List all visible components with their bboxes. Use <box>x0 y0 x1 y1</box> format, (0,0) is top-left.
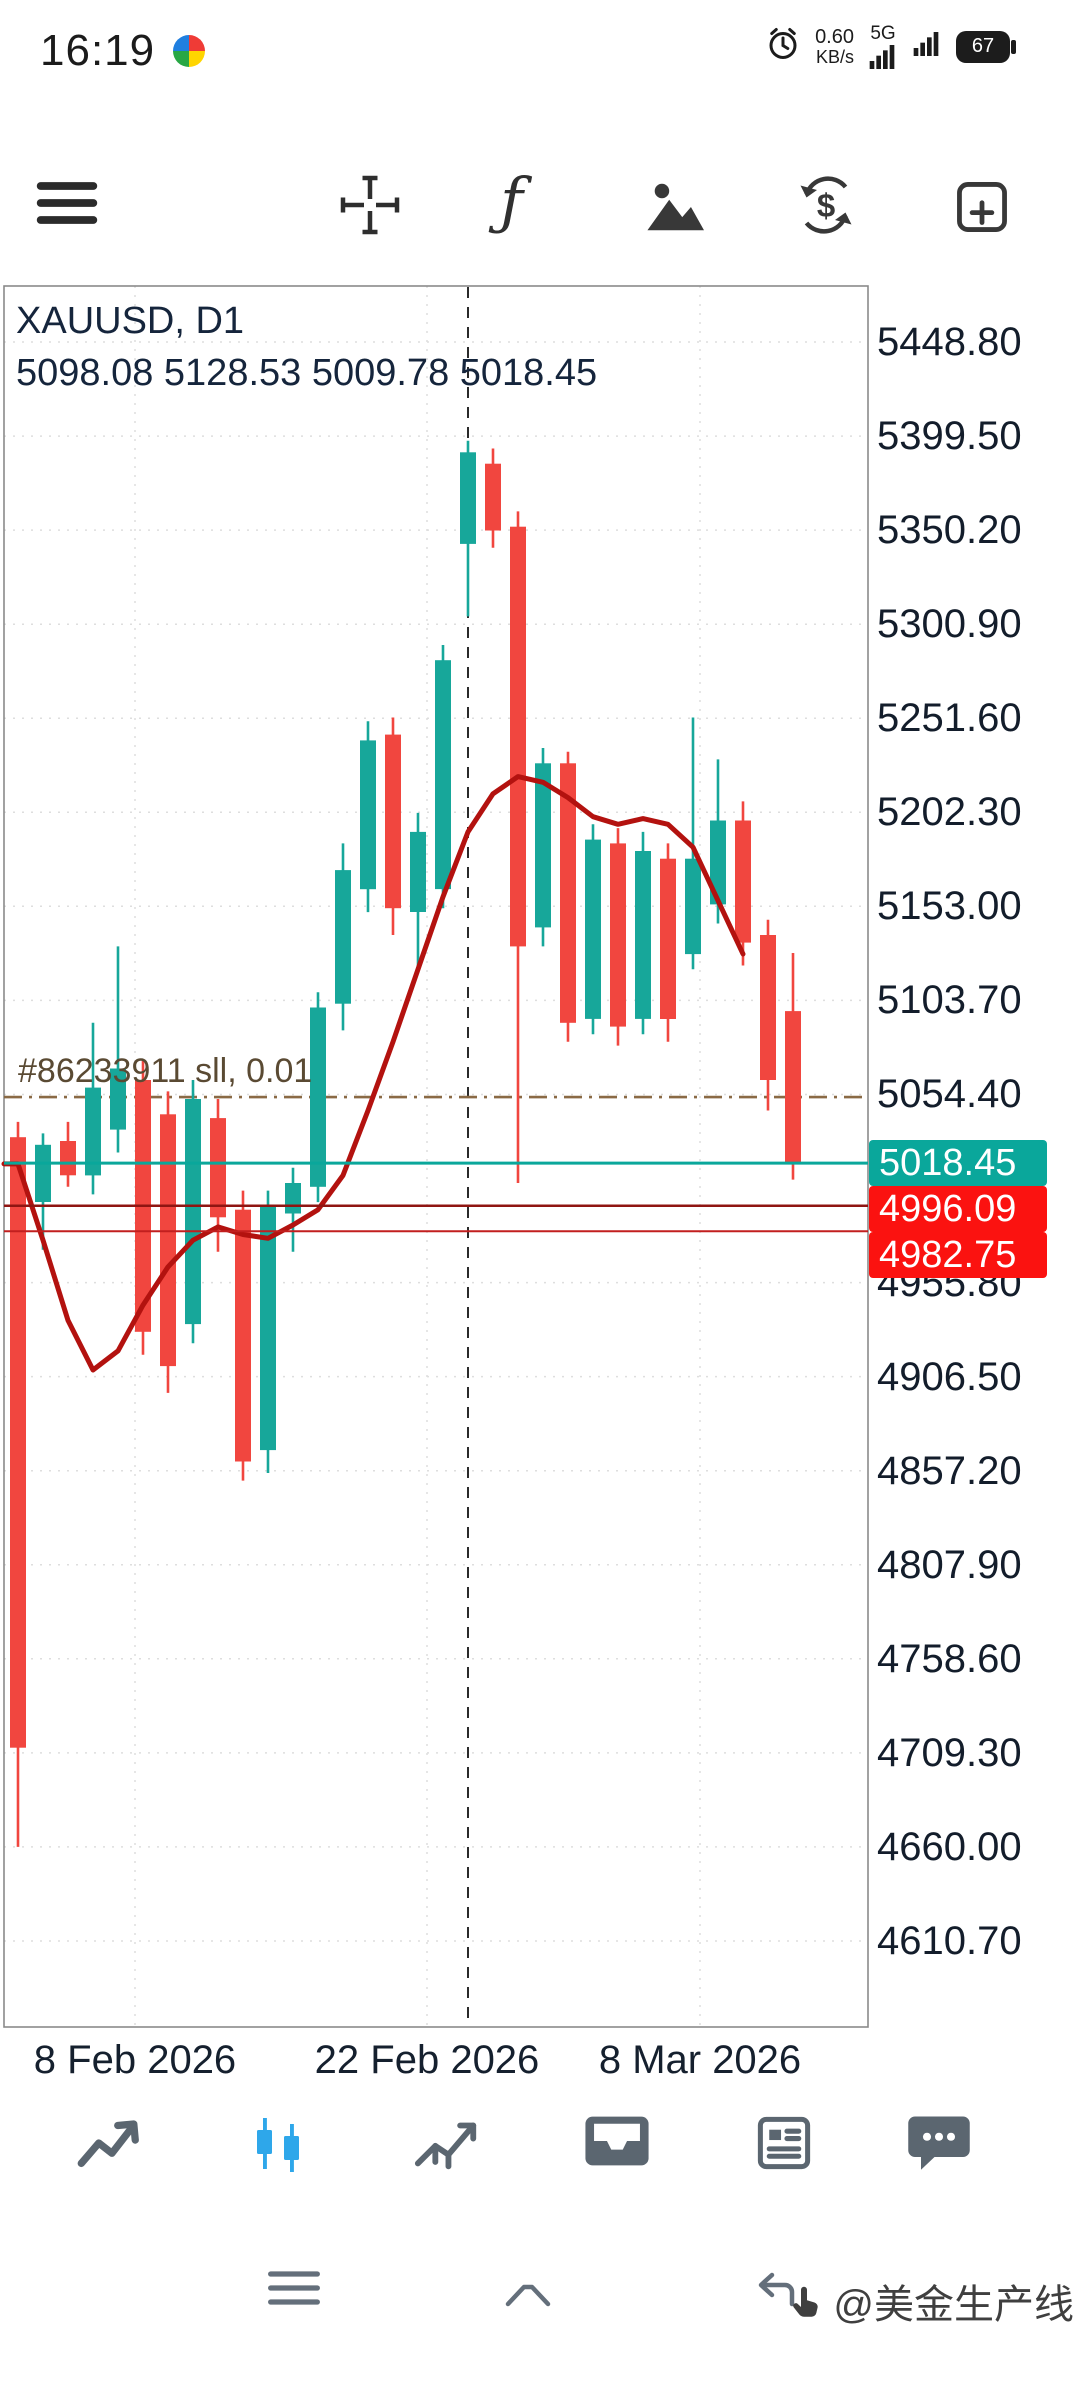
inbox-button[interactable] <box>584 2112 650 2175</box>
home-icon <box>505 2284 551 2307</box>
chat-button[interactable] <box>906 2112 972 2177</box>
chat-bubble-icon <box>908 2116 970 2170</box>
chart-type-candles-button[interactable] <box>245 2112 311 2183</box>
price-badge: 4996.09 <box>869 1186 1047 1232</box>
currency-exchange-button[interactable]: $ <box>793 172 859 243</box>
price-axis-label: 4906.50 <box>877 1355 1022 1399</box>
nav-recents-button[interactable] <box>266 2262 322 2319</box>
back-icon <box>758 2272 795 2307</box>
crosshair-button[interactable] <box>337 172 403 243</box>
recents-icon <box>268 2271 320 2305</box>
time-axis-label: 8 Mar 2026 <box>598 2038 802 2082</box>
news-button[interactable] <box>753 2112 815 2179</box>
price-axis-label: 5153.00 <box>877 884 1022 928</box>
watermark-text: @美金生产线 <box>833 2283 1074 2327</box>
svg-text:$: $ <box>817 187 835 224</box>
menu-button[interactable] <box>36 178 98 233</box>
price-axis-label: 5202.30 <box>877 790 1022 834</box>
image-objects-icon <box>647 183 704 231</box>
hand-icon <box>793 2286 819 2317</box>
battery-indicator: 67 <box>956 30 1016 63</box>
price-axis-label: 5103.70 <box>877 978 1022 1022</box>
status-bar-right: 0.60 KB/s 5G 67 <box>765 24 1016 69</box>
signal-bars-icon-2 <box>912 32 942 61</box>
price-axis-label: 4709.30 <box>877 1731 1022 1775</box>
price-axis-label: 5251.60 <box>877 696 1022 740</box>
line-chart-icon <box>414 2122 477 2170</box>
order-line-label: #86233911 sll, 0.01 <box>18 1052 313 1090</box>
price-axis-label: 5448.80 <box>877 320 1022 364</box>
trend-arrow-icon <box>77 2120 139 2168</box>
chart-type-line-button[interactable] <box>412 2112 482 2179</box>
time-axis-label: 22 Feb 2026 <box>314 2038 540 2082</box>
objects-button[interactable] <box>642 178 708 241</box>
inbox-icon <box>585 2116 649 2166</box>
price-axis-label: 4857.20 <box>877 1449 1022 1493</box>
chart-ohlc-values: 5098.08 5128.53 5009.78 5018.45 <box>16 352 598 394</box>
new-order-icon <box>957 182 1007 232</box>
network-speed: 0.60 KB/s <box>815 25 854 67</box>
price-axis-label: 5300.90 <box>877 602 1022 646</box>
price-axis-label: 4660.00 <box>877 1825 1022 1869</box>
candlestick-icon <box>257 2118 299 2172</box>
new-order-button[interactable] <box>951 176 1013 243</box>
crosshair-icon <box>340 175 400 235</box>
price-axis-label: 5054.40 <box>877 1072 1022 1116</box>
nav-back-button[interactable] <box>746 2262 802 2319</box>
time-axis-label: 8 Feb 2026 <box>33 2038 237 2082</box>
function-icon: ƒ <box>500 164 523 237</box>
status-bar-left: 16:19 <box>40 26 206 76</box>
watermark: @美金生产线 <box>789 2272 1074 2330</box>
price-badge: 4982.75 <box>869 1232 1047 1278</box>
price-axis-label: 4807.90 <box>877 1543 1022 1587</box>
candlestick-chart[interactable] <box>0 285 1080 2030</box>
price-axis-label: 5399.50 <box>877 414 1022 458</box>
trade-button[interactable] <box>74 2112 144 2179</box>
chart-symbol-label: XAUUSD, D1 <box>16 300 245 342</box>
pinwheel-app-icon <box>173 35 206 67</box>
alarm-icon <box>765 26 801 67</box>
price-axis-label: 4610.70 <box>877 1919 1022 1963</box>
price-axis-label: 5350.20 <box>877 508 1022 552</box>
price-badge: 5018.45 <box>869 1140 1047 1186</box>
currency-exchange-icon: $ <box>800 176 852 234</box>
signal-5g: 5G <box>868 24 898 69</box>
price-axis-label: 4758.60 <box>877 1637 1022 1681</box>
signal-bars-icon <box>869 45 895 69</box>
nav-home-button[interactable] <box>500 2262 556 2319</box>
hamburger-icon <box>36 182 98 224</box>
clock-time: 16:19 <box>40 26 156 75</box>
news-icon <box>757 2116 811 2170</box>
indicators-button[interactable]: ƒ <box>500 164 523 237</box>
